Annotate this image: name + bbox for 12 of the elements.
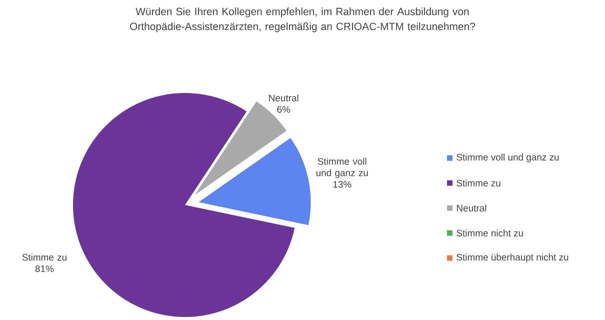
legend-label: Neutral (456, 204, 486, 212)
data-label: 6% (277, 106, 290, 113)
data-label: 13% (333, 180, 352, 188)
legend-label: Stimme voll und ganz zu (456, 154, 559, 162)
slice-label: Stimme voll und ganz zu (316, 158, 368, 178)
chart-title: Würden Sie Ihren Kollegen empfehlen, im Rahmen der Ausbildung von Orthopädie-Assistenzärzten, regelmäßig an CRIOAC-MTM teilzunehmen? (130, 8, 476, 32)
legend-label: Stimme überhaupt nicht zu (456, 254, 568, 262)
slice-label: Neutral (269, 94, 298, 102)
data-label: 81% (35, 265, 54, 272)
legend-label: Stimme zu (456, 180, 500, 186)
legend-label: Stimme nicht zu (456, 230, 523, 236)
slice-label: Stimme zu (22, 254, 66, 261)
